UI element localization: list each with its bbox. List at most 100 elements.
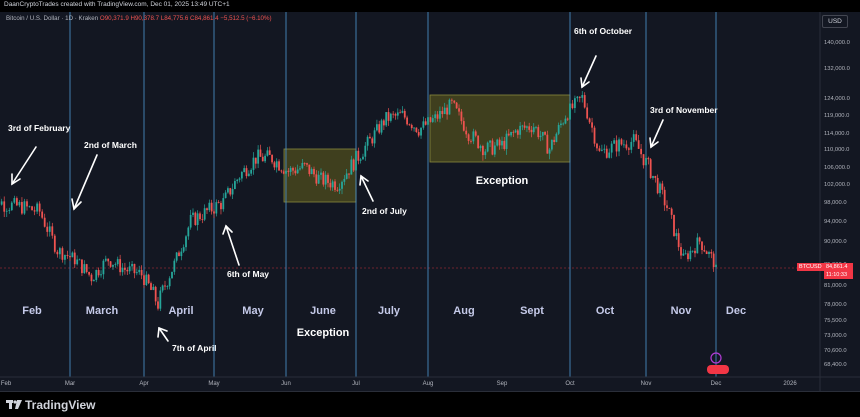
candle-body — [417, 132, 420, 136]
candle-body — [171, 271, 173, 279]
candle-body — [159, 290, 162, 309]
candle-body — [708, 252, 710, 255]
last-price-value: 84,861.4 — [826, 264, 848, 270]
price-axis[interactable]: 140,000.0 132,000.0 124,000.0 119,000.0 114,… — [824, 40, 850, 368]
candle-body — [187, 227, 190, 237]
bar-countdown: 11:10:33 — [826, 272, 848, 278]
candle-body — [373, 130, 376, 144]
candle-body — [403, 110, 406, 118]
candle-body — [503, 140, 506, 149]
candle-body — [21, 202, 23, 214]
candle-body — [69, 256, 71, 258]
candle-body — [694, 250, 696, 254]
candle-body — [562, 123, 565, 125]
price-tick-label: 75,500.0 — [824, 318, 847, 324]
candle-body — [78, 259, 81, 261]
candle-body — [46, 226, 49, 232]
candle-body — [168, 278, 171, 287]
candle-body — [696, 237, 699, 254]
price-chart[interactable]: 140,000.0 132,000.0 124,000.0 119,000.0 114,… — [0, 0, 860, 391]
candle-body — [462, 121, 465, 131]
candle-body — [217, 202, 220, 203]
candle-body — [600, 149, 603, 151]
candle-body — [327, 174, 329, 183]
candle-body — [196, 213, 199, 225]
candle-body — [630, 141, 633, 150]
candle-body — [355, 150, 357, 171]
candle-body — [591, 122, 593, 128]
candle-body — [313, 168, 315, 175]
candle-body — [359, 159, 362, 161]
candle-body — [275, 161, 278, 168]
candle-body — [51, 226, 54, 236]
zone-label-aug: Exception — [476, 175, 529, 187]
month-label: Sept — [520, 305, 544, 317]
candle-body — [147, 274, 150, 284]
candle-body — [268, 150, 271, 155]
candle-body — [254, 157, 257, 164]
candle-body — [615, 140, 618, 152]
month-label: July — [378, 305, 401, 317]
candle-body — [564, 118, 567, 124]
price-tick-label: 119,000.0 — [824, 113, 849, 119]
candle-body — [329, 182, 332, 188]
candle-body — [581, 95, 584, 98]
candle-body — [443, 107, 446, 115]
candle-body — [501, 140, 503, 146]
month-labels: Feb March April May June July Aug Sept Oct Nov Dec — [22, 305, 746, 317]
month-label: April — [168, 305, 193, 317]
candle-body — [675, 233, 678, 236]
candle-body — [514, 130, 517, 133]
candle-body — [31, 206, 33, 211]
candle-body — [238, 178, 241, 180]
zone-labels: Exception Exception — [297, 175, 529, 339]
candle-body — [470, 140, 472, 142]
time-axis[interactable]: Feb Mar Apr May Jun Jul Aug Sep Oct Nov Dec 2026 — [1, 381, 798, 387]
candle-body — [535, 127, 537, 128]
candle-body — [654, 175, 657, 178]
candle-body — [206, 208, 208, 211]
candle-body — [107, 258, 110, 262]
ohlc-values: O90,371.9 H90,378.7 L84,775.6 C84,861.4 … — [99, 15, 272, 22]
price-tick-label: 70,600.0 — [824, 348, 847, 354]
arrow-nov — [649, 119, 664, 149]
candle-body — [467, 134, 470, 141]
brand-name[interactable]: TradingView — [25, 398, 96, 412]
candle-body — [152, 286, 155, 290]
candle-body — [23, 201, 26, 214]
candle-body — [705, 251, 708, 255]
candle-body — [689, 250, 692, 260]
candle-body — [578, 96, 581, 98]
currency-button[interactable]: USD — [822, 15, 848, 28]
candle-body — [33, 210, 36, 212]
candle-body — [401, 110, 404, 113]
candle-body — [245, 168, 248, 177]
month-label: June — [310, 305, 336, 317]
candle-body — [140, 269, 143, 276]
candle-body — [299, 168, 301, 170]
candle-body — [178, 252, 180, 257]
alert-icon[interactable] — [710, 352, 722, 364]
candle-body — [569, 103, 571, 120]
candle-body — [649, 159, 652, 178]
ticker-badge: BTCUSD — [797, 263, 825, 271]
tradingview-logo-icon[interactable] — [6, 398, 22, 410]
candle-body — [369, 136, 371, 139]
candle-body — [392, 113, 395, 115]
candle-body — [15, 198, 18, 206]
candle-body — [394, 114, 397, 116]
candle-body — [119, 259, 122, 273]
event-badge[interactable] — [707, 365, 729, 374]
price-tick-label: 81,000.0 — [824, 283, 847, 289]
candle-body — [387, 112, 390, 121]
candle-body — [56, 251, 59, 255]
candle-body — [460, 111, 463, 122]
time-tick-label: May — [208, 381, 219, 387]
candle-body — [18, 202, 21, 206]
candle-body — [150, 283, 152, 290]
candle-body — [673, 214, 675, 236]
candle-body — [287, 170, 290, 172]
candle-body — [345, 173, 348, 179]
candle-body — [434, 114, 437, 119]
